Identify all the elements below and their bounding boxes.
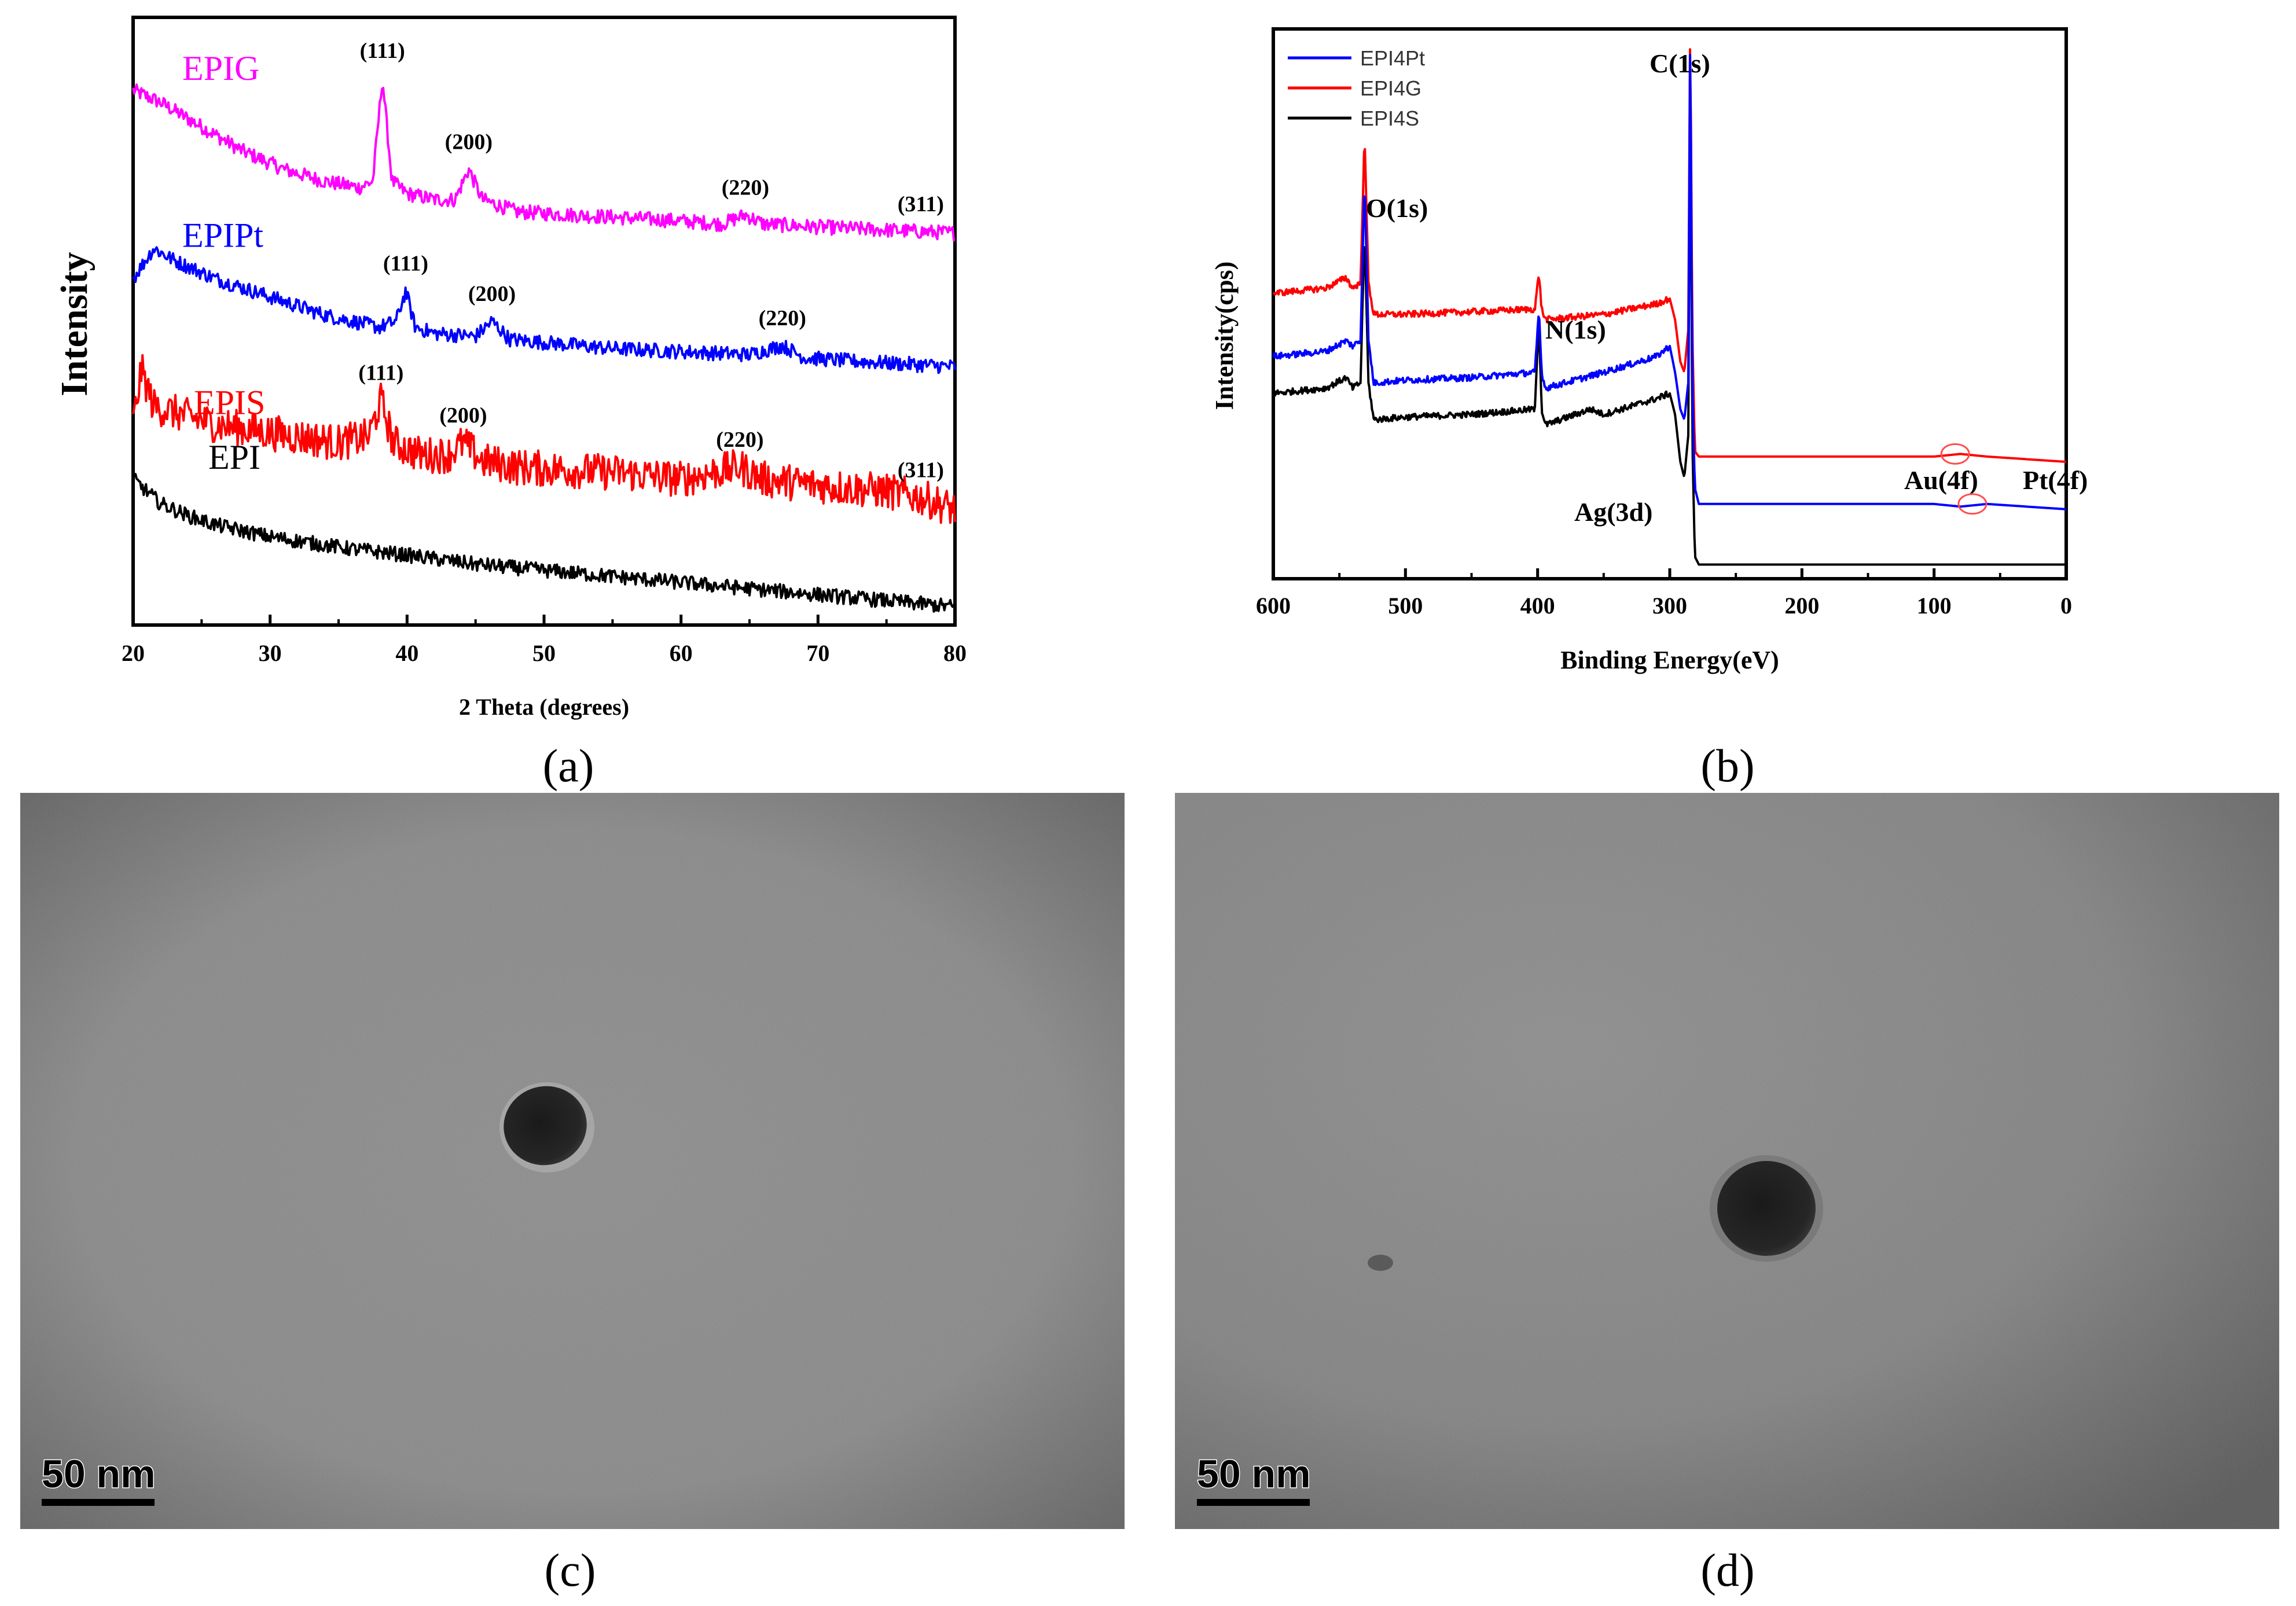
xrd-x-tick-label: 20 [122, 640, 145, 666]
xrd-peak-label: (200) [445, 130, 493, 155]
xrd-x-axis-label: 2 Theta (degrees) [459, 694, 629, 720]
xrd-series-epi [132, 473, 956, 613]
scale-bar-label: 50 nm [1197, 1452, 1311, 1496]
tem-image-c: 50 nm (c) [20, 793, 1125, 1596]
xrd-series-label-epi: EPI [208, 438, 260, 476]
xps-x-tick-label: 100 [1917, 593, 1952, 619]
small-dark-spot [1368, 1255, 1393, 1271]
xrd-x-tick-label: 70 [806, 640, 829, 666]
xps-peak-label-n-1s: N(1s) [1545, 315, 1606, 344]
xps-series-epi4g [1272, 48, 2067, 463]
xrd-y-axis-label: Intensity [53, 252, 95, 396]
xps-x-tick-label: 300 [1652, 593, 1687, 619]
xps-legend-label-epi4s: EPI4S [1360, 106, 1419, 130]
xps-series-epi4pt [1272, 54, 2067, 510]
scale-bar [42, 1499, 155, 1506]
caption-a: (a) [543, 741, 594, 792]
xps-x-tick-label: 600 [1256, 593, 1291, 619]
xrd-x-tick-label: 30 [259, 640, 282, 666]
xrd-x-tick-label: 40 [395, 640, 418, 666]
nanoparticle [1717, 1161, 1816, 1256]
caption-c: (c) [545, 1545, 596, 1596]
xps-series-epi4s [1272, 93, 2067, 566]
xps-peak-label-au-4f: Au(4f) [1904, 465, 1978, 495]
scale-bar-label: 50 nm [42, 1452, 156, 1496]
xps-x-axis-label: Binding Energy(eV) [1560, 646, 1779, 674]
xps-x-tick-label: 200 [1784, 593, 1819, 619]
xrd-peak-label: (200) [439, 403, 487, 428]
xrd-series-epipt [132, 246, 956, 374]
xrd-series-epis [132, 354, 956, 524]
xrd-x-tick-label: 80 [943, 640, 967, 666]
xrd-panel: EPIG (111) (200) (220) (311) EPIPt (111) (200) (… [53, 16, 967, 792]
xrd-plot-frame [131, 16, 957, 627]
xrd-peak-label: (200) [468, 282, 516, 306]
xrd-series-label-epis: EPIS [194, 384, 265, 422]
xrd-series-epig [132, 83, 956, 242]
xrd-peak-label: (220) [759, 306, 806, 330]
xps-legend-label-epi4pt: EPI4Pt [1360, 46, 1425, 70]
tem-image-d: 50 nm (d) [1175, 793, 2279, 1596]
xrd-x-tick-label: 60 [670, 640, 693, 666]
xrd-peak-label: (111) [358, 361, 403, 385]
scale-bar [1197, 1499, 1310, 1506]
xrd-peak-label: (111) [383, 252, 428, 276]
xps-x-tick-label: 400 [1520, 593, 1555, 619]
xrd-peak-label: (220) [716, 428, 763, 452]
xps-y-axis-label: Intensity(cps) [1210, 262, 1239, 410]
xrd-series-label-epipt: EPIPt [182, 216, 263, 255]
xps-au-marker-circle [1940, 443, 1970, 465]
xrd-peak-label: (311) [898, 458, 944, 483]
xps-x-tick-label: 500 [1388, 593, 1423, 619]
xps-x-tick-label: 0 [2060, 593, 2072, 619]
caption-b: (b) [1700, 741, 1754, 792]
xps-legend-label-epi4g: EPI4G [1360, 76, 1421, 100]
xps-peak-label-ag-3d: Ag(3d) [1574, 497, 1652, 527]
xps-peak-label-c-1s: C(1s) [1650, 49, 1710, 78]
nanoparticle [504, 1086, 587, 1166]
xrd-x-tick-label: 50 [532, 640, 556, 666]
xps-panel: EPI4Pt EPI4G EPI4S C(1s) O(1s) N(1s) Ag(3d) Au(… [1210, 27, 2088, 792]
xps-peak-label-pt-4f: Pt(4f) [2023, 465, 2088, 495]
tem-d-noise [1175, 793, 2279, 1529]
xrd-series-label-epig: EPIG [182, 49, 259, 87]
xps-marks: EPI4Pt EPI4G EPI4S C(1s) O(1s) N(1s) Ag(3d) Au(… [1256, 46, 2088, 619]
xrd-peak-label: (111) [360, 39, 405, 63]
caption-d: (d) [1700, 1545, 1754, 1596]
xps-pt-marker-circle [1957, 493, 1988, 515]
xrd-peak-label: (220) [722, 175, 769, 200]
xrd-marks: EPIG (111) (200) (220) (311) EPIPt (111) (200) (… [122, 39, 967, 666]
xps-peak-label-o-1s: O(1s) [1366, 193, 1428, 223]
xrd-peak-label: (311) [898, 192, 944, 216]
